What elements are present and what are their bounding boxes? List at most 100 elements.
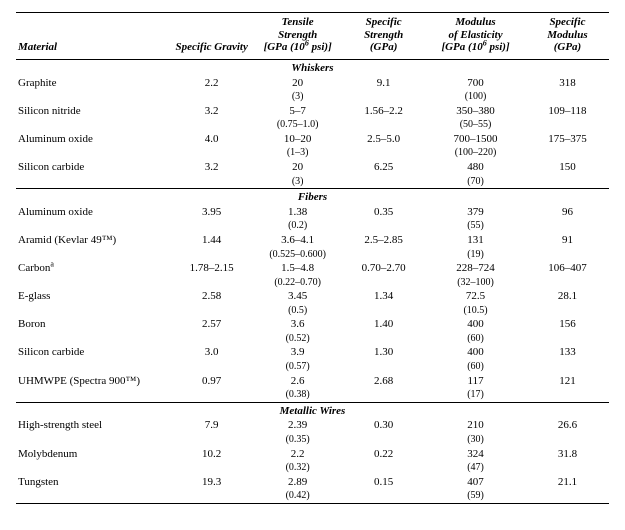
cell-material: High-strength steel [16,418,170,433]
cell-me: 700 [425,76,526,91]
cell-me-psi: (59) [425,489,526,503]
cell-empty [342,433,425,447]
table-row: Aluminum oxide3.951.380.3537996 [16,205,609,220]
cell-empty [170,433,253,447]
cell-material: Molybdenum [16,447,170,462]
table-row-sub: (3)(100) [16,90,609,104]
cell-me: 480 [425,160,526,175]
cell-empty [526,118,609,132]
cell-sm: 106–407 [526,261,609,276]
cell-me: 400 [425,317,526,332]
cell-empty [526,461,609,475]
header-row: Material Specific Gravity Tensile Streng… [16,13,609,60]
cell-me: 350–380 [425,104,526,119]
cell-ss: 0.30 [342,418,425,433]
cell-sm: 133 [526,345,609,360]
table-row-sub: (0.32)(47) [16,461,609,475]
cell-empty [16,461,170,475]
cell-sm: 91 [526,233,609,248]
cell-material: UHMWPE (Spectra 900™) [16,374,170,389]
cell-sg: 7.9 [170,418,253,433]
cell-ts-psi: (0.525–0.600) [253,248,342,262]
cell-sg: 3.95 [170,205,253,220]
cell-ts: 3.6–4.1 [253,233,342,248]
cell-empty [526,276,609,290]
table-row-sub: (0.22–0.70)(32–100) [16,276,609,290]
cell-ss: 0.70–2.70 [342,261,425,276]
cell-ts-psi: (3) [253,175,342,189]
cell-sm: 175–375 [526,132,609,147]
cell-empty [342,388,425,402]
cell-ss: 0.22 [342,447,425,462]
cell-material: Tungsten [16,475,170,490]
cell-ss: 1.34 [342,289,425,304]
cell-empty [526,388,609,402]
cell-empty [170,219,253,233]
cell-empty [16,388,170,402]
cell-me: 324 [425,447,526,462]
cell-ss: 2.5–5.0 [342,132,425,147]
cell-empty [16,360,170,374]
cell-empty [526,219,609,233]
cell-ts: 2.89 [253,475,342,490]
cell-me-psi: (100) [425,90,526,104]
cell-sg: 4.0 [170,132,253,147]
cell-empty [342,248,425,262]
cell-me-psi: (100–220) [425,146,526,160]
col-material: Material [16,13,170,60]
cell-ts-psi: (0.52) [253,332,342,346]
cell-empty [342,489,425,503]
cell-sg: 3.2 [170,104,253,119]
table-row-sub: (0.52) (60) [16,332,609,346]
cell-ts: 2.6 [253,374,342,389]
cell-me-psi: (47) [425,461,526,475]
cell-empty [342,304,425,318]
cell-sm: 121 [526,374,609,389]
cell-empty [342,360,425,374]
cell-sm: 96 [526,205,609,220]
cell-ss: 9.1 [342,76,425,91]
cell-ts-psi: (0.35) [253,433,342,447]
cell-ts-psi: (0.22–0.70) [253,276,342,290]
cell-ts-psi: (1–3) [253,146,342,160]
cell-ts: 3.6 [253,317,342,332]
cell-me: 407 [425,475,526,490]
cell-me-psi: (17) [425,388,526,402]
cell-material: Carbona [16,261,170,276]
cell-me: 228–724 [425,261,526,276]
table-row: Silicon carbide3.03.91.30400133 [16,345,609,360]
cell-ss: 0.35 [342,205,425,220]
cell-empty [16,175,170,189]
cell-me-psi: (60) [425,332,526,346]
cell-ts: 20 [253,76,342,91]
table-row: E-glass2.583.451.3472.528.1 [16,289,609,304]
cell-empty [16,90,170,104]
table-row: Aluminum oxide4.010–202.5–5.0700–1500175… [16,132,609,147]
cell-sg: 3.0 [170,345,253,360]
cell-empty [16,276,170,290]
cell-material: Silicon carbide [16,345,170,360]
table-row-sub: (0.42)(59) [16,489,609,503]
cell-empty [526,90,609,104]
cell-empty [16,248,170,262]
cell-ts-psi: (0.5) [253,304,342,318]
cell-empty [170,388,253,402]
cell-empty [526,489,609,503]
cell-me: 117 [425,374,526,389]
cell-ts: 1.5–4.8 [253,261,342,276]
cell-material: Silicon carbide [16,160,170,175]
table-row: Silicon nitride3.25–71.56–2.2350–380109–… [16,104,609,119]
table-row-sub: (0.38)(17) [16,388,609,402]
cell-empty [170,360,253,374]
cell-material: E-glass [16,289,170,304]
cell-me: 379 [425,205,526,220]
cell-sg: 2.2 [170,76,253,91]
cell-me: 700–1500 [425,132,526,147]
cell-empty [170,304,253,318]
cell-sg: 19.3 [170,475,253,490]
cell-empty [170,175,253,189]
table-row: UHMWPE (Spectra 900™)0.972.62.68117121 [16,374,609,389]
cell-sm: 150 [526,160,609,175]
table-row: Tungsten19.32.890.1540721.1 [16,475,609,490]
cell-ts: 3.45 [253,289,342,304]
